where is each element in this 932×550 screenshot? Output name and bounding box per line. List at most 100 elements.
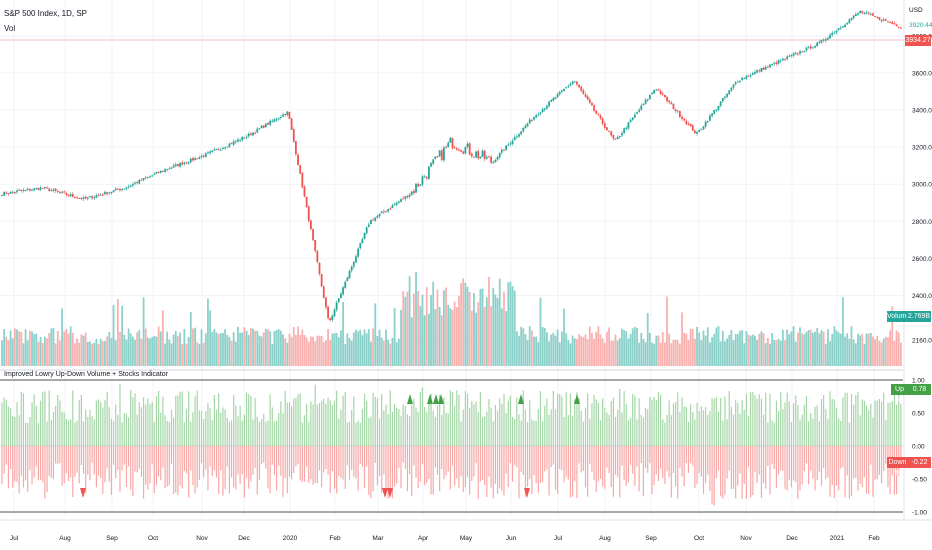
volume-legend-label: Vol — [4, 24, 16, 33]
volume-bar — [717, 326, 720, 366]
down-volume-bar — [168, 446, 170, 486]
volume-bar — [310, 336, 312, 366]
up-volume-bar — [578, 398, 580, 446]
down-volume-bar — [396, 446, 398, 484]
candle-body — [633, 114, 636, 118]
candle-body — [320, 273, 323, 287]
candle-body — [161, 170, 164, 172]
candle-body — [638, 109, 641, 112]
volume-bar — [110, 337, 113, 366]
up-volume-bar — [848, 422, 850, 446]
candle-body — [561, 90, 563, 92]
volume-bar — [243, 327, 246, 366]
candle-body — [262, 125, 265, 128]
volume-bar — [275, 330, 278, 366]
up-volume-bar — [522, 390, 524, 446]
volume-bar — [303, 335, 306, 366]
down-volume-bar — [263, 446, 265, 463]
volume-bar — [327, 329, 329, 366]
volume-bar — [179, 332, 181, 366]
volume-bar — [470, 310, 473, 366]
down-volume-bar — [857, 446, 859, 491]
candle-body — [172, 165, 175, 168]
up-volume-bar — [275, 420, 278, 446]
volume-bar — [292, 327, 295, 366]
down-volume-bar — [175, 446, 177, 493]
volume-bar — [16, 329, 18, 366]
down-volume-bar — [20, 446, 22, 476]
up-volume-bar — [494, 404, 497, 446]
volume-bar — [31, 331, 33, 366]
up-volume-bar — [447, 413, 449, 446]
down-volume-bar — [76, 446, 78, 473]
candle-body — [179, 162, 181, 167]
volume-bar — [262, 332, 265, 366]
down-volume-bar — [439, 446, 441, 492]
candle-body — [507, 144, 510, 146]
candle-body — [89, 196, 91, 198]
down-volume-bar — [87, 446, 89, 476]
volume-bar — [159, 331, 162, 366]
volume-bar — [449, 308, 452, 366]
candle-body — [275, 119, 278, 121]
volume-bar — [593, 338, 595, 366]
volume-bar — [196, 342, 199, 366]
up-volume-bar — [587, 393, 589, 446]
candle-body — [854, 14, 857, 16]
down-volume-bar — [732, 446, 735, 489]
up-volume-bar — [700, 406, 702, 446]
volume-bar — [715, 327, 718, 366]
candle-body — [123, 188, 126, 190]
volume-bar — [580, 336, 583, 366]
volume-bar — [687, 340, 690, 366]
volume-bar — [359, 329, 362, 366]
candle-body — [814, 45, 816, 48]
volume-bar — [26, 340, 29, 366]
volume-bar — [400, 309, 402, 366]
down-volume-bar — [65, 446, 67, 474]
volume-bar — [852, 339, 855, 366]
down-volume-bar — [563, 446, 565, 483]
up-volume-bar — [505, 413, 507, 446]
candle-body — [451, 138, 454, 149]
up-volume-bar — [87, 416, 89, 446]
volume-bar — [651, 342, 653, 366]
volume-bar — [239, 332, 242, 366]
down-volume-bar — [750, 446, 752, 498]
candle-body — [548, 101, 550, 107]
down-volume-bar — [254, 446, 256, 468]
down-volume-bar — [679, 446, 681, 469]
down-volume-bar — [93, 446, 95, 475]
down-volume-bar — [685, 446, 687, 464]
volume-bar — [198, 343, 201, 366]
candle-body — [207, 152, 209, 154]
up-volume-bar — [278, 412, 280, 446]
candle-body — [861, 11, 864, 13]
up-volume-bar — [606, 412, 608, 446]
volume-bar — [329, 340, 332, 366]
up-volume-bar — [893, 390, 896, 446]
down-volume-bar — [520, 446, 522, 472]
up-volume-bar — [1, 402, 3, 446]
up-volume-bar — [5, 399, 7, 446]
up-volume-bar — [67, 420, 70, 446]
up-volume-bar — [567, 415, 569, 446]
down-volume-bar — [314, 446, 316, 483]
candle-body — [498, 152, 501, 158]
candle-body — [608, 130, 611, 132]
up-volume-bar — [303, 415, 306, 446]
down-volume-bar — [720, 446, 722, 497]
down-volume-bar — [155, 446, 158, 486]
time-axis-label: Nov — [196, 535, 208, 542]
volume-bar — [82, 335, 85, 366]
volume-bar — [5, 336, 8, 366]
down-volume-bar — [810, 446, 812, 471]
volume-bar — [348, 338, 351, 366]
candle-body — [395, 202, 398, 205]
candle-body — [792, 53, 795, 56]
volume-bar — [33, 334, 36, 366]
candle-body — [713, 110, 716, 114]
down-volume-bar — [765, 446, 767, 489]
up-volume-bar — [885, 419, 887, 446]
